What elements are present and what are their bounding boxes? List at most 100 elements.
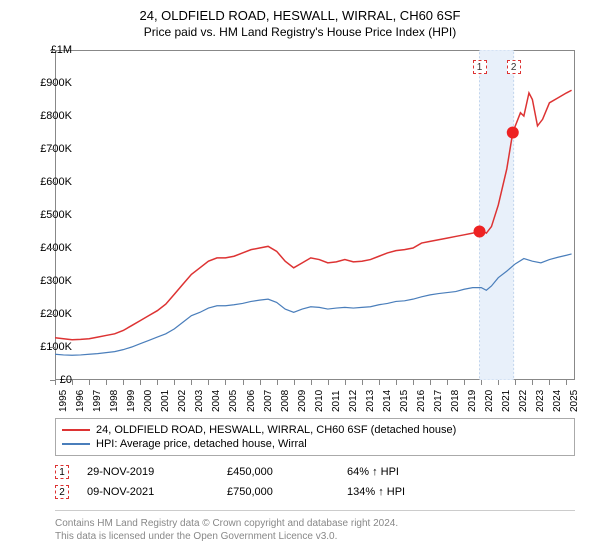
x-tick-label: 1998 xyxy=(109,390,120,412)
x-tick-label: 2001 xyxy=(160,390,171,412)
y-tick-mark xyxy=(50,347,55,348)
x-tick-mark xyxy=(566,380,567,385)
highlight-band xyxy=(480,50,514,380)
chart-subtitle: Price paid vs. HM Land Registry's House … xyxy=(0,23,600,39)
x-tick-mark xyxy=(225,380,226,385)
x-tick-mark xyxy=(123,380,124,385)
x-tick-label: 1995 xyxy=(58,390,69,412)
y-tick-mark xyxy=(50,83,55,84)
x-tick-mark xyxy=(481,380,482,385)
y-tick-label: £400K xyxy=(40,242,72,254)
x-tick-label: 2022 xyxy=(518,390,529,412)
x-tick-mark xyxy=(243,380,244,385)
transactions-table: 1 29-NOV-2019 £450,000 64% ↑ HPI 2 09-NO… xyxy=(55,462,575,502)
x-tick-label: 2005 xyxy=(228,390,239,412)
x-tick-mark xyxy=(464,380,465,385)
x-tick-label: 2002 xyxy=(177,390,188,412)
legend-swatch-property xyxy=(62,429,90,431)
x-tick-label: 2013 xyxy=(365,390,376,412)
x-tick-mark xyxy=(362,380,363,385)
legend-row: 24, OLDFIELD ROAD, HESWALL, WIRRAL, CH60… xyxy=(62,423,568,437)
x-tick-label: 2007 xyxy=(263,390,274,412)
x-tick-label: 2000 xyxy=(143,390,154,412)
x-tick-mark xyxy=(345,380,346,385)
x-tick-label: 2008 xyxy=(280,390,291,412)
x-tick-mark xyxy=(208,380,209,385)
y-tick-mark xyxy=(50,50,55,51)
transaction-pct: 64% ↑ HPI xyxy=(347,466,467,478)
y-tick-label: £900K xyxy=(40,77,72,89)
x-tick-label: 2004 xyxy=(211,390,222,412)
x-tick-label: 2009 xyxy=(297,390,308,412)
x-tick-mark xyxy=(191,380,192,385)
transaction-marker: 1 xyxy=(55,465,69,479)
y-tick-label: £700K xyxy=(40,143,72,155)
y-tick-mark xyxy=(50,149,55,150)
legend-label: 24, OLDFIELD ROAD, HESWALL, WIRRAL, CH60… xyxy=(96,424,456,436)
x-tick-mark xyxy=(498,380,499,385)
x-tick-mark xyxy=(328,380,329,385)
x-tick-label: 2023 xyxy=(535,390,546,412)
y-tick-mark xyxy=(50,281,55,282)
y-tick-label: £200K xyxy=(40,308,72,320)
transaction-date: 09-NOV-2021 xyxy=(87,486,227,498)
transaction-row: 2 09-NOV-2021 £750,000 134% ↑ HPI xyxy=(55,482,575,502)
x-tick-mark xyxy=(55,380,56,385)
y-tick-label: £300K xyxy=(40,275,72,287)
y-tick-mark xyxy=(50,314,55,315)
x-tick-label: 2010 xyxy=(314,390,325,412)
transaction-marker: 2 xyxy=(55,485,69,499)
x-tick-mark xyxy=(140,380,141,385)
transaction-row: 1 29-NOV-2019 £450,000 64% ↑ HPI xyxy=(55,462,575,482)
x-tick-mark xyxy=(89,380,90,385)
chart-svg xyxy=(55,50,575,380)
x-tick-label: 2021 xyxy=(501,390,512,412)
x-tick-mark xyxy=(379,380,380,385)
y-tick-mark xyxy=(50,248,55,249)
chart-legend: 24, OLDFIELD ROAD, HESWALL, WIRRAL, CH60… xyxy=(55,418,575,456)
x-tick-label: 2018 xyxy=(450,390,461,412)
x-tick-mark xyxy=(413,380,414,385)
y-tick-label: £0 xyxy=(60,374,72,386)
x-tick-mark xyxy=(174,380,175,385)
x-tick-label: 2012 xyxy=(348,390,359,412)
x-tick-label: 2019 xyxy=(467,390,478,412)
chart-marker-box: 1 xyxy=(473,60,487,74)
x-tick-mark xyxy=(430,380,431,385)
x-tick-label: 2020 xyxy=(484,390,495,412)
x-tick-label: 2016 xyxy=(416,390,427,412)
legend-label: HPI: Average price, detached house, Wirr… xyxy=(96,438,307,450)
x-tick-label: 2011 xyxy=(331,390,342,412)
x-tick-mark xyxy=(106,380,107,385)
x-tick-label: 1999 xyxy=(126,390,137,412)
x-tick-mark xyxy=(260,380,261,385)
x-tick-mark xyxy=(157,380,158,385)
y-tick-label: £100K xyxy=(40,341,72,353)
x-tick-mark xyxy=(72,380,73,385)
transaction-price: £750,000 xyxy=(227,486,347,498)
y-tick-label: £600K xyxy=(40,176,72,188)
legend-swatch-hpi xyxy=(62,443,90,445)
footer-line: Contains HM Land Registry data © Crown c… xyxy=(55,517,575,530)
x-tick-label: 2003 xyxy=(194,390,205,412)
x-tick-mark xyxy=(277,380,278,385)
x-tick-mark xyxy=(396,380,397,385)
x-tick-label: 1997 xyxy=(92,390,103,412)
transaction-pct: 134% ↑ HPI xyxy=(347,486,467,498)
footer-line: This data is licensed under the Open Gov… xyxy=(55,530,575,543)
chart-marker-box: 2 xyxy=(507,60,521,74)
x-tick-label: 2017 xyxy=(433,390,444,412)
y-tick-label: £500K xyxy=(40,209,72,221)
legend-row: HPI: Average price, detached house, Wirr… xyxy=(62,437,568,451)
x-tick-label: 2014 xyxy=(382,390,393,412)
x-tick-label: 2024 xyxy=(552,390,563,412)
x-tick-mark xyxy=(294,380,295,385)
x-tick-label: 2015 xyxy=(399,390,410,412)
transaction-point-2 xyxy=(507,127,519,139)
x-tick-mark xyxy=(447,380,448,385)
x-tick-mark xyxy=(549,380,550,385)
footer-attribution: Contains HM Land Registry data © Crown c… xyxy=(55,510,575,543)
y-tick-mark xyxy=(50,215,55,216)
x-tick-label: 2025 xyxy=(569,390,580,412)
y-tick-label: £800K xyxy=(40,110,72,122)
